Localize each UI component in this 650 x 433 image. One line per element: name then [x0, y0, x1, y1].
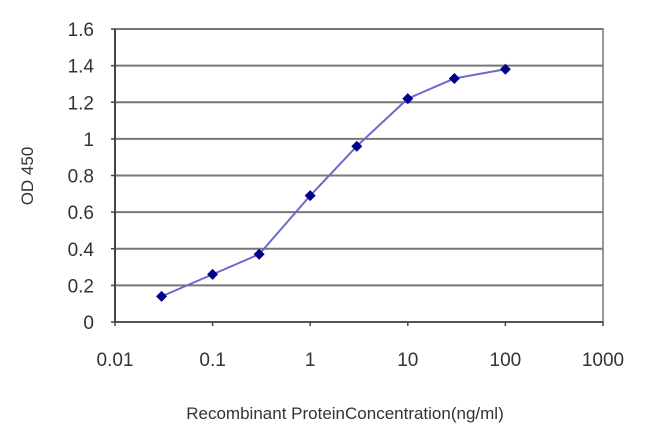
data-point-diamond	[304, 190, 316, 202]
y-tick-label: 0.4	[68, 240, 95, 261]
y-tick-label: 1.2	[68, 93, 94, 114]
y-tick-label: 0.8	[68, 167, 94, 188]
x-tick-label: 1	[305, 350, 316, 371]
data-point-diamond	[448, 72, 460, 84]
y-tick-label: 1	[83, 130, 94, 151]
y-tick-label: 1.4	[68, 57, 95, 78]
y-tick-label: 1.6	[68, 20, 94, 41]
data-point-diamond	[156, 290, 168, 302]
x-tick-label: 100	[490, 350, 522, 371]
data-point-diamond	[402, 93, 414, 105]
x-tick-label: 0.01	[97, 350, 134, 371]
x-axis-ticks: 0.01 0.1 1 10 100 1000	[97, 322, 624, 371]
data-point-diamond	[351, 140, 363, 152]
y-tick-label: 0.6	[68, 203, 94, 224]
gridlines	[115, 28, 603, 287]
data-point-diamond	[253, 248, 265, 260]
series-line	[161, 68, 506, 298]
x-axis-title: Recombinant ProteinConcentration(ng/ml)	[186, 404, 504, 423]
data-point-diamond	[499, 63, 511, 75]
y-tick-label: 0	[83, 313, 94, 334]
x-tick-label: 0.1	[199, 350, 225, 371]
x-tick-label: 1000	[582, 350, 624, 371]
data-series	[156, 63, 511, 302]
data-point-diamond	[207, 268, 219, 280]
y-axis-ticks: 0 0.2 0.4 0.6 0.8 1 1.2 1.4 1.6	[68, 20, 115, 334]
y-axis-title: OD 450	[18, 147, 37, 206]
y-tick-label: 0.2	[68, 276, 94, 297]
x-tick-label: 10	[397, 350, 418, 371]
